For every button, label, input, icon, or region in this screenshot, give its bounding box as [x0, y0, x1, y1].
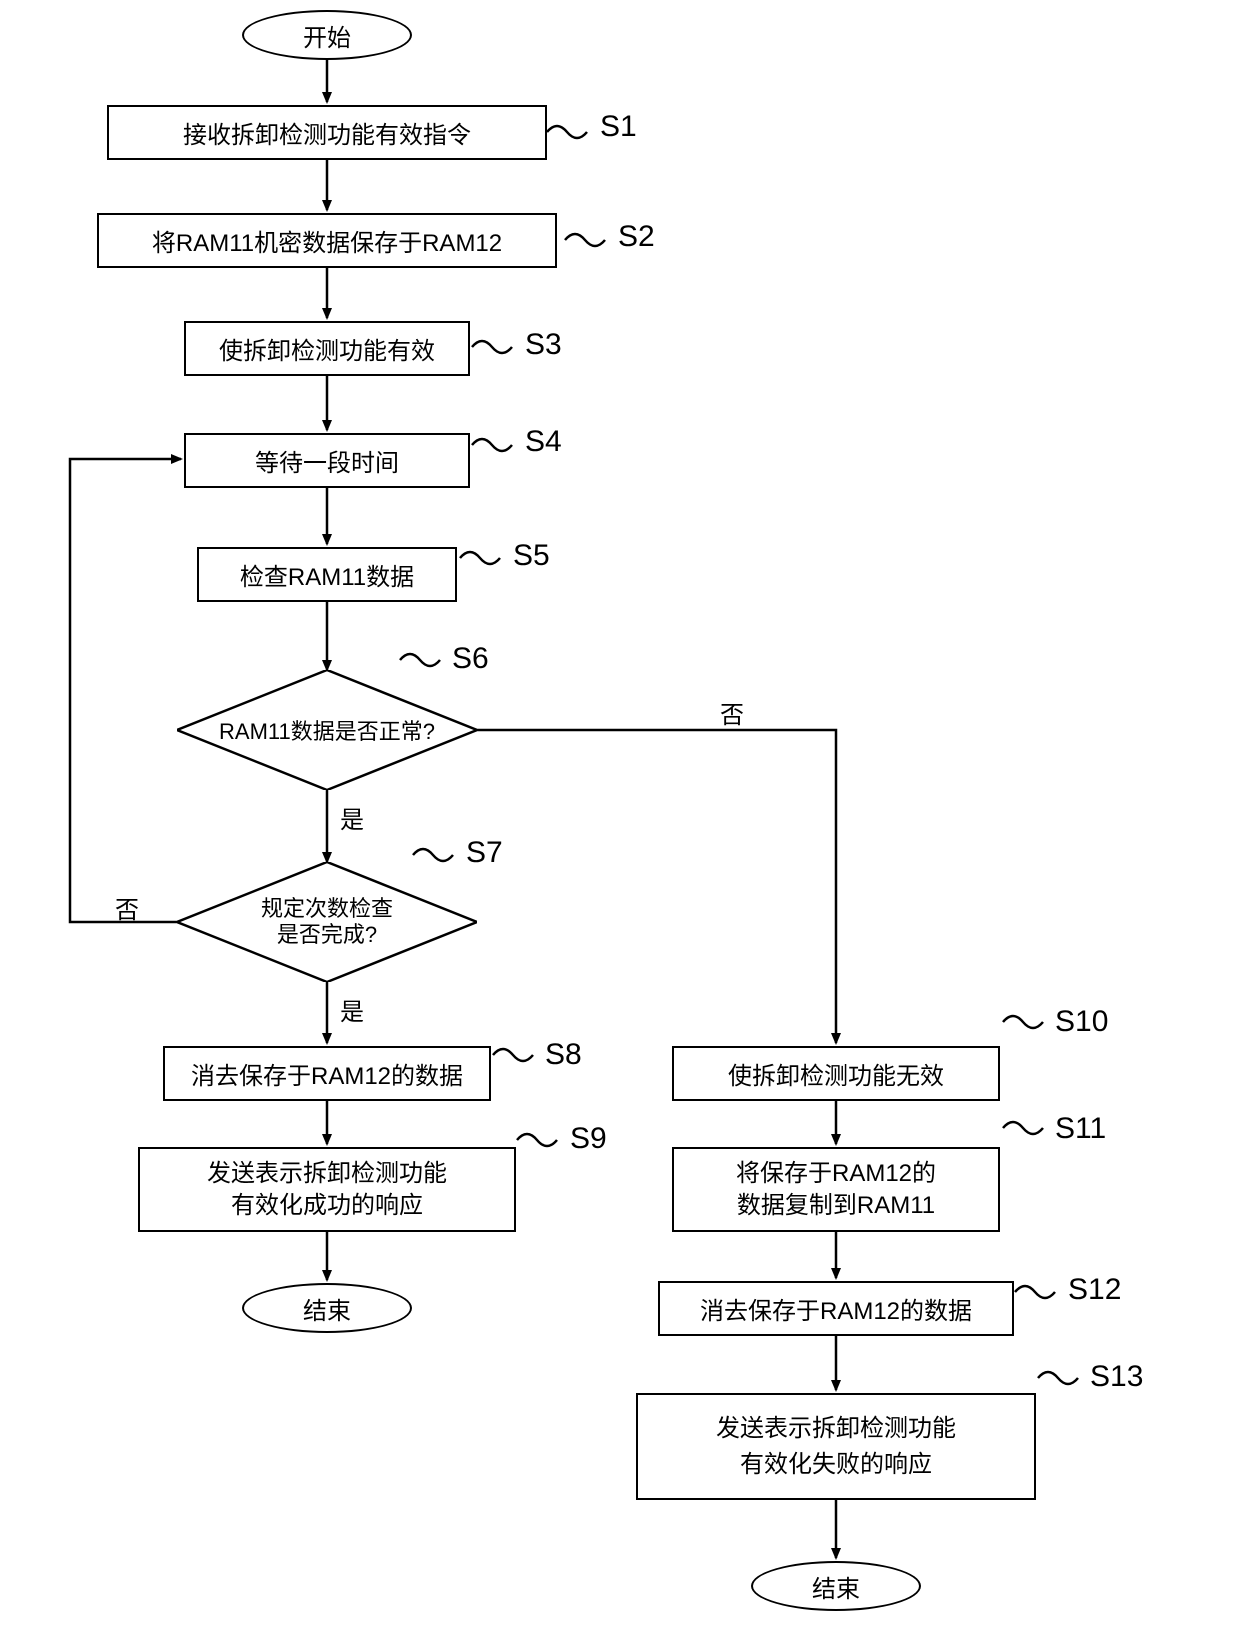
s7-no-label: 否 — [115, 890, 139, 925]
process-s8-text: 消去保存于RAM12的数据 — [191, 1056, 463, 1091]
decision-s6-text: RAM11数据是否正常? — [219, 714, 435, 746]
step-label-s5: S5 — [513, 539, 550, 573]
process-s5-text: 检查RAM11数据 — [240, 557, 414, 592]
end1-terminal: 结束 — [242, 1283, 412, 1333]
s6-yes-label: 是 — [340, 800, 364, 835]
process-s13-line1: 发送表示拆卸检测功能 — [716, 1411, 956, 1447]
end2-label: 结束 — [812, 1569, 860, 1604]
step-label-s3: S3 — [525, 328, 562, 362]
step-label-s12: S12 — [1068, 1273, 1121, 1307]
step-label-s11: S11 — [1055, 1112, 1106, 1146]
end1-label: 结束 — [303, 1291, 351, 1326]
step-label-s2: S2 — [618, 220, 655, 254]
process-s4-text: 等待一段时间 — [255, 443, 399, 478]
process-s9: 发送表示拆卸检测功能 有效化成功的响应 — [138, 1147, 516, 1232]
start-label: 开始 — [303, 18, 351, 53]
decision-s6: RAM11数据是否正常? — [177, 670, 477, 790]
process-s5: 检查RAM11数据 — [197, 547, 457, 602]
step-label-s4: S4 — [525, 425, 562, 459]
process-s4: 等待一段时间 — [184, 433, 470, 488]
process-s13-line2: 有效化失败的响应 — [716, 1447, 956, 1483]
process-s2: 将RAM11机密数据保存于RAM12 — [97, 213, 557, 268]
process-s12-text: 消去保存于RAM12的数据 — [700, 1291, 972, 1326]
process-s9-line1: 发送表示拆卸检测功能 — [207, 1158, 447, 1189]
decision-s7-line2: 是否完成? — [261, 922, 393, 948]
process-s1-text: 接收拆卸检测功能有效指令 — [183, 115, 471, 150]
step-label-s10: S10 — [1055, 1005, 1108, 1039]
process-s3: 使拆卸检测功能有效 — [184, 321, 470, 376]
step-label-s1: S1 — [600, 110, 637, 144]
end2-terminal: 结束 — [751, 1561, 921, 1611]
process-s3-text: 使拆卸检测功能有效 — [219, 331, 435, 366]
process-s12: 消去保存于RAM12的数据 — [658, 1281, 1014, 1336]
process-s11-line1: 将保存于RAM12的 — [736, 1158, 936, 1189]
process-s1: 接收拆卸检测功能有效指令 — [107, 105, 547, 160]
s7-yes-label: 是 — [340, 992, 364, 1027]
decision-s7: 规定次数检查 是否完成? — [177, 862, 477, 982]
step-label-s7: S7 — [466, 836, 503, 870]
step-label-s8: S8 — [545, 1038, 582, 1072]
process-s10: 使拆卸检测功能无效 — [672, 1046, 1000, 1101]
step-label-s13: S13 — [1090, 1360, 1143, 1394]
process-s11: 将保存于RAM12的 数据复制到RAM11 — [672, 1147, 1000, 1232]
step-label-s6: S6 — [452, 642, 489, 676]
start-terminal: 开始 — [242, 10, 412, 60]
process-s10-text: 使拆卸检测功能无效 — [728, 1056, 944, 1091]
decision-s7-line1: 规定次数检查 — [261, 896, 393, 922]
s6-no-label: 否 — [720, 695, 744, 730]
process-s9-line2: 有效化成功的响应 — [207, 1190, 447, 1221]
decision-s7-text: 规定次数检查 是否完成? — [261, 896, 393, 949]
process-s13: 发送表示拆卸检测功能 有效化失败的响应 — [636, 1393, 1036, 1500]
process-s2-text: 将RAM11机密数据保存于RAM12 — [152, 223, 502, 258]
process-s8: 消去保存于RAM12的数据 — [163, 1046, 491, 1101]
step-label-s9: S9 — [570, 1122, 607, 1156]
process-s11-line2: 数据复制到RAM11 — [736, 1190, 936, 1221]
